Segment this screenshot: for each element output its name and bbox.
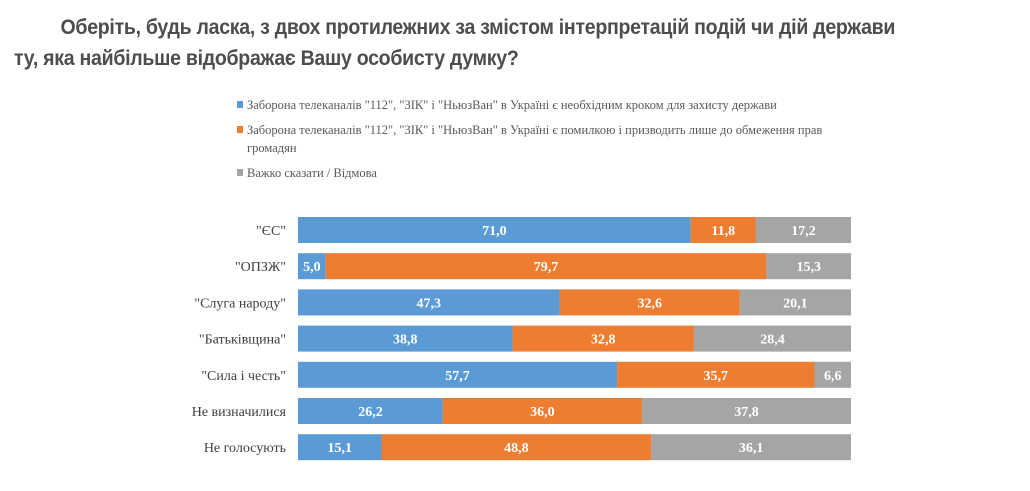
data-label: 32,8 <box>591 333 616 348</box>
legend-swatch <box>237 169 243 176</box>
category-label: "Сила і честь" <box>201 369 286 384</box>
bar-segment <box>814 361 851 388</box>
category-label: Не визначилися <box>192 405 287 420</box>
legend-label: Важко сказати / Відмова <box>247 166 377 180</box>
bar-segment <box>755 217 851 243</box>
bar-segment <box>298 325 513 352</box>
bar-segment <box>766 253 851 280</box>
bar-segment <box>325 253 767 280</box>
bar-segment <box>739 289 851 316</box>
data-label: 48,8 <box>504 441 529 456</box>
data-label: 36,0 <box>530 405 555 420</box>
bar-segment <box>559 289 740 316</box>
data-label: 38,8 <box>393 333 418 348</box>
bar-segment <box>693 325 851 352</box>
data-label: 79,7 <box>534 260 559 275</box>
legend-swatch <box>237 101 243 108</box>
category-label: "ЄС" <box>256 224 286 239</box>
chart-legend: Заборона телеканалів "112", "ЗІК" і "Нью… <box>237 96 837 189</box>
data-label: 26,2 <box>358 405 383 420</box>
data-label: 5,0 <box>303 260 321 275</box>
data-label: 15,3 <box>796 260 821 275</box>
bar-segment <box>298 253 326 280</box>
title-line-2: ту, яка найбільше відображає Вашу особис… <box>14 47 519 70</box>
data-label: 36,1 <box>739 441 764 456</box>
bar-segment <box>298 361 618 388</box>
legend-item-hard-to-say: Важко сказати / Відмова <box>237 164 837 182</box>
bar-segment <box>651 434 851 461</box>
data-label: 47,3 <box>417 296 442 311</box>
legend-swatch <box>237 126 243 133</box>
data-label: 32,6 <box>637 296 662 311</box>
bar-segment <box>381 434 652 461</box>
bar-segment <box>298 398 443 424</box>
data-label: 6,6 <box>824 369 842 384</box>
category-label: Не голосують <box>204 441 286 456</box>
bar-segment <box>617 361 815 388</box>
category-label: "Слуга народу" <box>194 296 286 311</box>
data-label: 11,8 <box>711 224 735 239</box>
data-label: 15,1 <box>328 441 353 456</box>
data-label: 37,8 <box>734 405 759 420</box>
bar-segment <box>512 325 694 352</box>
legend-item-necessary: Заборона телеканалів "112", "ЗІК" і "Нью… <box>237 96 837 114</box>
category-label: "ОПЗЖ" <box>235 260 286 275</box>
bar-segment <box>298 434 382 461</box>
bar-segment <box>641 398 851 424</box>
legend-item-mistake: Заборона телеканалів "112", "ЗІК" і "Нью… <box>237 121 837 157</box>
legend-label: Заборона телеканалів "112", "ЗІК" і "Нью… <box>247 123 823 155</box>
bar-segment <box>298 289 560 316</box>
title-line-1: Оберіть, будь ласка, з двох протилежних … <box>60 16 896 39</box>
data-label: 20,1 <box>783 296 808 311</box>
bar-segment <box>298 217 691 243</box>
bar-segment <box>690 217 756 243</box>
data-label: 35,7 <box>704 369 729 384</box>
data-label: 28,4 <box>760 333 785 348</box>
data-label: 57,7 <box>445 369 470 384</box>
legend-label: Заборона телеканалів "112", "ЗІК" і "Нью… <box>247 98 777 112</box>
bar-segment <box>442 398 642 424</box>
category-label: "Батьківщина" <box>199 333 286 348</box>
data-label: 71,0 <box>482 224 507 239</box>
data-label: 17,2 <box>791 224 816 239</box>
question-title: Оберіть, будь ласка, з двох протилежних … <box>14 12 953 74</box>
